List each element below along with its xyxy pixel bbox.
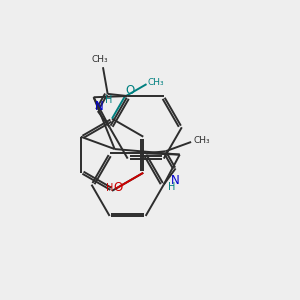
Text: O: O xyxy=(126,84,135,97)
Text: N: N xyxy=(171,174,180,187)
Text: H: H xyxy=(105,95,113,105)
Text: CH₃: CH₃ xyxy=(193,136,210,145)
Text: CH₃: CH₃ xyxy=(92,56,108,64)
Text: O: O xyxy=(113,181,122,194)
Text: H: H xyxy=(106,183,114,193)
Text: H: H xyxy=(168,182,176,192)
Text: CH₃: CH₃ xyxy=(148,78,164,87)
Text: N: N xyxy=(95,100,104,113)
